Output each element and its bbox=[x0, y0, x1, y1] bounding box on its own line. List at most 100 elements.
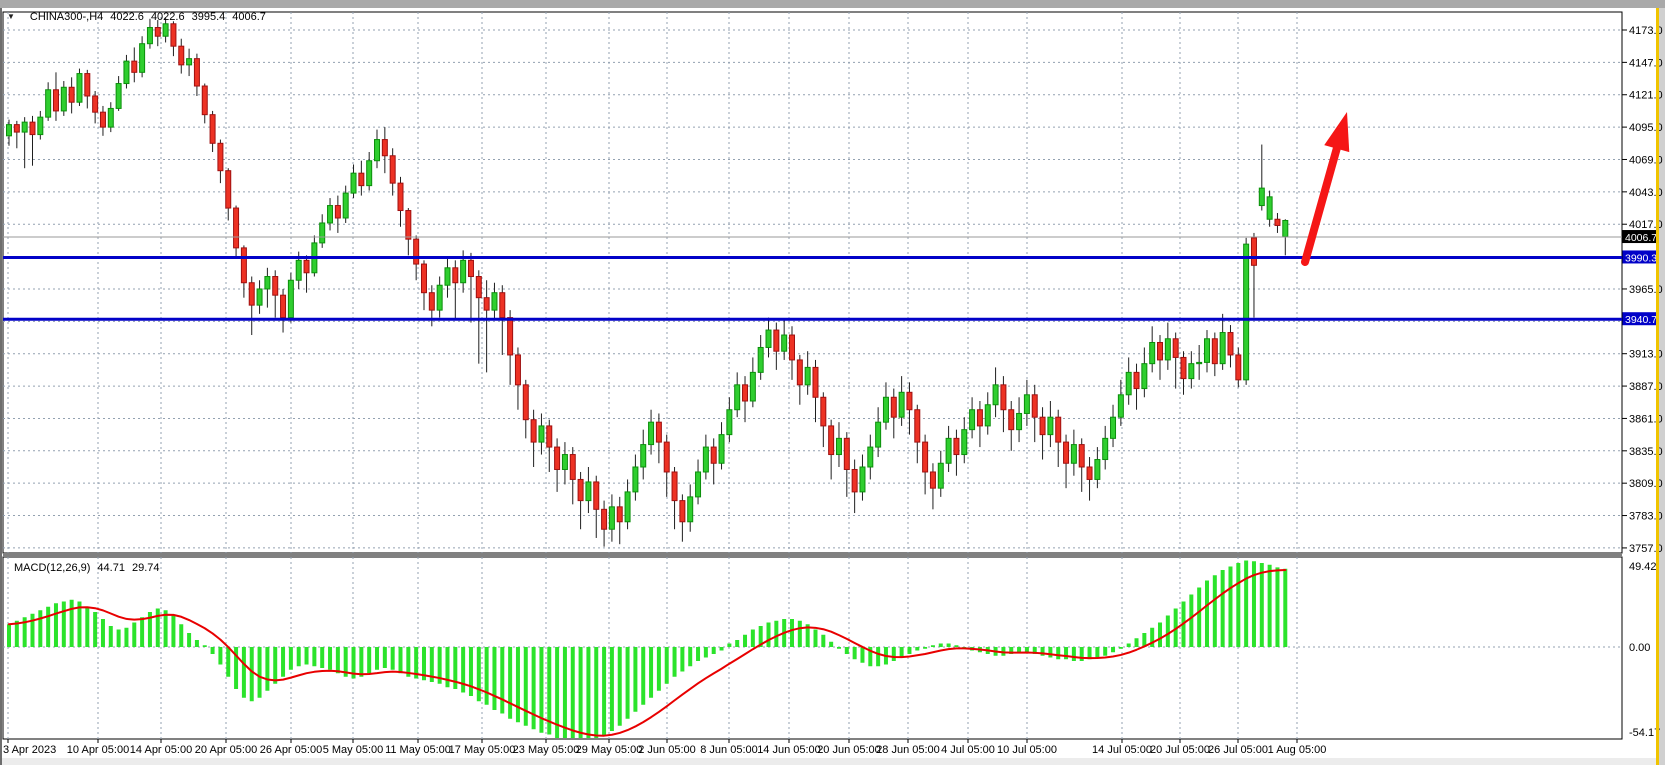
bullish-candle bbox=[256, 288, 263, 306]
arrow-shaft[interactable] bbox=[1301, 138, 1343, 266]
bearish-candle bbox=[851, 468, 858, 493]
bullish-candle bbox=[366, 160, 373, 187]
bearish-candle bbox=[29, 121, 36, 136]
bullish-candle bbox=[327, 205, 334, 224]
macd-histogram-bar bbox=[1283, 568, 1288, 647]
macd-histogram-bar bbox=[735, 640, 740, 647]
macd-histogram-bar bbox=[1048, 647, 1053, 658]
bearish-candle bbox=[953, 437, 960, 456]
bearish-candle bbox=[1008, 409, 1015, 431]
window-top-edge bbox=[0, 0, 1665, 8]
macd-histogram-bar bbox=[750, 629, 755, 647]
chart-headline: ▼ CHINA300-,H4 4022.6 4022.6 3995.4 4006.7 bbox=[7, 11, 266, 23]
trend-arrow-layer[interactable] bbox=[1301, 112, 1350, 266]
macd-histogram-bar bbox=[14, 620, 19, 647]
macd-histogram-bar bbox=[453, 647, 458, 689]
macd-value: 44.71 bbox=[97, 562, 125, 574]
bullish-candle bbox=[436, 284, 443, 311]
macd-histogram-bar bbox=[343, 647, 348, 677]
bullish-candle bbox=[1282, 219, 1289, 238]
macd-histogram-bar bbox=[1275, 567, 1280, 647]
bearish-candle bbox=[843, 437, 850, 470]
bullish-candle bbox=[992, 384, 999, 406]
macd-histogram-bar bbox=[468, 647, 473, 696]
macd-histogram-bar bbox=[844, 647, 849, 654]
bullish-candle bbox=[139, 43, 146, 73]
bullish-candle bbox=[45, 89, 52, 118]
bearish-candle bbox=[522, 384, 529, 421]
macd-histogram-bar bbox=[876, 647, 881, 667]
macd-histogram-bar bbox=[234, 647, 239, 689]
macd-histogram-bar bbox=[179, 624, 184, 647]
macd-histogram-bar bbox=[821, 634, 826, 647]
time-tick-label: 2 Jun 05:00 bbox=[638, 744, 696, 756]
macd-histogram-bar bbox=[899, 647, 904, 658]
bearish-candle bbox=[178, 45, 185, 66]
bearish-candle bbox=[1063, 441, 1070, 464]
bullish-candle bbox=[1203, 338, 1210, 363]
macd-histogram-bar bbox=[907, 647, 912, 654]
macd-histogram-bar bbox=[609, 647, 614, 731]
bearish-candle bbox=[13, 124, 20, 133]
macd-histogram-bar bbox=[1220, 570, 1225, 647]
macd-histogram-bar bbox=[797, 620, 802, 647]
bearish-candle bbox=[397, 182, 404, 212]
bullish-candle bbox=[60, 86, 67, 112]
bullish-candle bbox=[1023, 394, 1030, 414]
macd-histogram-bar bbox=[257, 647, 262, 698]
bullish-candle bbox=[961, 429, 968, 456]
bullish-candle bbox=[945, 437, 952, 464]
macd-histogram-bar bbox=[38, 610, 43, 647]
time-tick-label: 26 Apr 05:00 bbox=[260, 744, 322, 756]
bullish-candle bbox=[1070, 444, 1077, 464]
bearish-candle bbox=[929, 471, 936, 489]
bearish-candle bbox=[1133, 371, 1140, 390]
bullish-candle bbox=[287, 279, 294, 319]
bullish-candle bbox=[781, 334, 788, 352]
bullish-candle bbox=[1016, 412, 1023, 431]
macd-histogram-bar bbox=[656, 647, 661, 691]
macd-histogram-bar bbox=[1079, 647, 1084, 661]
macd-histogram-bar bbox=[586, 647, 591, 738]
macd-histogram-bar bbox=[1150, 627, 1155, 647]
axis-labels-layer: 4173.0 4147.0 4121.0 4095.0 4069.0 4043.0 4017… bbox=[3, 25, 1663, 756]
macd-histogram-bar bbox=[570, 647, 575, 738]
macd-histogram-bar bbox=[617, 647, 622, 726]
time-tick-label: 26 Jul 05:00 bbox=[1208, 744, 1268, 756]
arrow-head[interactable] bbox=[1324, 112, 1350, 153]
bearish-candle bbox=[193, 58, 200, 87]
time-tick-label: 14 Jun 05:00 bbox=[757, 744, 821, 756]
macd-histogram-bar bbox=[1071, 647, 1076, 661]
macd-histogram-bar bbox=[281, 647, 286, 677]
bearish-candle bbox=[796, 359, 803, 386]
macd-signal-line bbox=[8, 569, 1287, 737]
macd-panel[interactable] bbox=[2, 556, 1623, 740]
bearish-candle bbox=[475, 276, 482, 299]
symbol-dropdown-icon[interactable]: ▼ bbox=[7, 12, 15, 21]
macd-histogram-bar bbox=[1142, 633, 1147, 647]
macd-histogram-bar bbox=[1103, 647, 1108, 656]
macd-histogram-bar bbox=[124, 627, 129, 647]
price-tick-label: 3757.0 bbox=[1629, 543, 1663, 555]
bullish-candle bbox=[491, 292, 498, 311]
bullish-candle bbox=[882, 396, 889, 423]
price-tick-label: 3835.0 bbox=[1629, 446, 1663, 458]
bullish-candle bbox=[726, 409, 733, 436]
price-tick-label: 4095.0 bbox=[1629, 122, 1663, 134]
macd-histogram-bar bbox=[625, 647, 630, 719]
bullish-candle bbox=[1102, 437, 1109, 461]
macd-histogram-bar bbox=[1251, 561, 1256, 647]
bearish-candle bbox=[1039, 416, 1046, 436]
bullish-candle bbox=[608, 506, 615, 530]
macd-histogram-bar bbox=[476, 647, 481, 702]
macd-histogram-bar bbox=[680, 647, 685, 672]
macd-histogram-bar bbox=[53, 603, 58, 647]
time-tick-label: 11 May 05:00 bbox=[385, 744, 451, 756]
horizontal-level-lines[interactable] bbox=[3, 236, 1622, 321]
bearish-candle bbox=[1157, 341, 1164, 361]
bullish-candle bbox=[757, 346, 764, 373]
bullish-candle bbox=[295, 259, 302, 281]
time-tick-label: 5 May 05:00 bbox=[323, 744, 384, 756]
level-price-chip-label: 3940.7 bbox=[1625, 314, 1657, 326]
